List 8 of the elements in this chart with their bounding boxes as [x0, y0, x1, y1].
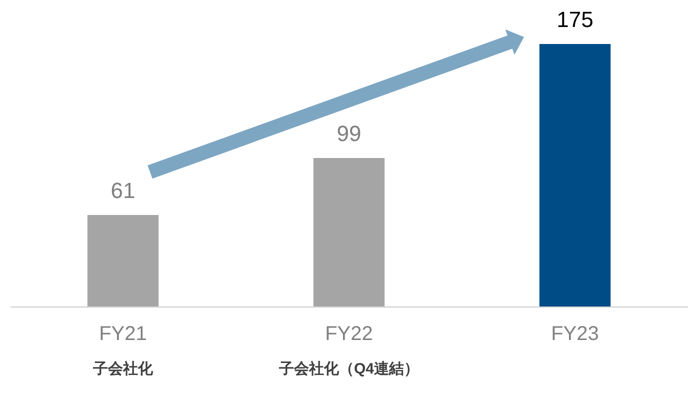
x-tick-label: FY22 — [325, 323, 373, 345]
text: 子会社化 — [92, 360, 154, 378]
data-label: 99 — [336, 121, 362, 146]
x-tick-label: FY23 — [551, 323, 599, 345]
x-tick-label: FY21 — [99, 323, 147, 345]
data-label: 61 — [110, 178, 136, 203]
text: 子会社化（Q4連結） — [278, 360, 420, 378]
data-label: 175 — [556, 7, 594, 32]
